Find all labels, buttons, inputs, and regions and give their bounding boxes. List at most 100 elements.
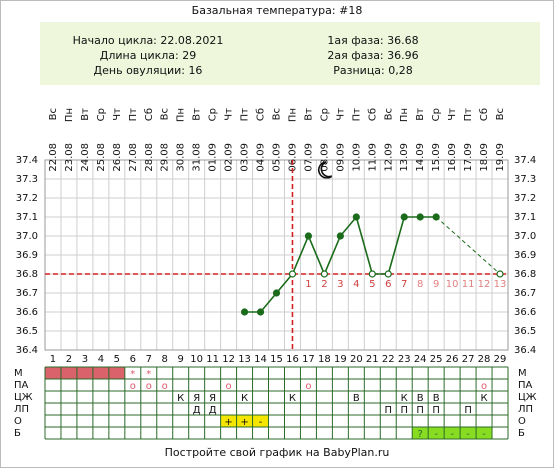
- date-label: 14.09: [415, 143, 426, 172]
- weekday-label: Сб: [256, 108, 267, 121]
- y-tick-label-right: 36.8: [514, 269, 536, 280]
- date-label: 28.08: [144, 143, 155, 172]
- day-number: 24: [414, 354, 427, 365]
- weekday-label: Вт: [303, 108, 314, 121]
- cell-text: о: [146, 381, 152, 392]
- date-label: 22.08: [48, 143, 59, 172]
- phase-day-label: 6: [385, 279, 391, 290]
- cell-text: В: [433, 393, 440, 404]
- info-text: Разница: 0,28: [333, 64, 413, 77]
- y-tick-label: 37.4: [16, 155, 38, 166]
- day-number: 25: [430, 354, 443, 365]
- cell-text: *: [130, 369, 135, 380]
- gap-connector: [435, 216, 501, 275]
- date-label: 19.09: [495, 143, 506, 172]
- date-label: 01.09: [208, 143, 219, 172]
- day-number: 13: [238, 354, 251, 365]
- day-number: 3: [82, 354, 88, 365]
- phase-day-label: 1: [305, 279, 311, 290]
- cell-fill: [476, 427, 493, 439]
- weekday-label: Вс: [272, 108, 283, 120]
- day-number: 2: [66, 354, 72, 365]
- y-tick-label: 37.1: [16, 212, 38, 223]
- temperature-point: [288, 270, 297, 278]
- day-number: 18: [318, 354, 331, 365]
- weekday-label: Сб: [144, 108, 155, 121]
- info-text: День овуляции: 16: [94, 64, 203, 77]
- y-tick-label-right: 36.7: [514, 288, 536, 299]
- cell-text: Я: [209, 393, 216, 404]
- phase-day-label: 7: [401, 279, 407, 290]
- cell-fill: [444, 427, 461, 439]
- weekday-label: Пт: [240, 108, 251, 122]
- y-tick-label: 37.0: [16, 231, 38, 242]
- cell-text: В: [417, 393, 424, 404]
- date-label: 27.08: [128, 143, 139, 172]
- info-text: Длина цикла: 29: [100, 49, 196, 62]
- cell-text: о: [162, 381, 168, 392]
- row-label-right: М: [518, 368, 527, 379]
- weekday-label: Вт: [80, 108, 91, 121]
- day-number: 7: [146, 354, 152, 365]
- cell-text: о: [226, 381, 232, 392]
- weekday-label: Ср: [431, 108, 442, 121]
- weekday-label: Пт: [351, 108, 362, 122]
- phase-day-label: 11: [462, 279, 475, 290]
- phase-day-label: 4: [353, 279, 359, 290]
- cell-fill: [76, 367, 93, 379]
- weekday-label: Чт: [447, 108, 458, 121]
- day-number: 1: [50, 354, 56, 365]
- cell-text: П: [384, 405, 392, 416]
- day-number: 6: [130, 354, 136, 365]
- temperature-point: [384, 270, 392, 278]
- phase-day-label: 5: [369, 279, 375, 290]
- phase-day-label: 13: [494, 279, 507, 290]
- phase-day-label: 8: [417, 279, 423, 290]
- cell-fill: [108, 367, 125, 379]
- day-number: 29: [494, 354, 507, 365]
- weekday-label: Вс: [160, 108, 171, 120]
- row-label: О: [14, 416, 22, 427]
- cell-text: П: [464, 405, 472, 416]
- date-label: 18.09: [479, 143, 490, 172]
- date-label: 12.09: [383, 143, 394, 172]
- cell-text: +: [224, 417, 232, 428]
- weekday-label: Пн: [287, 108, 298, 122]
- date-label: 31.08: [192, 143, 203, 172]
- cell-text: В: [353, 393, 360, 404]
- weekday-label: Пн: [176, 108, 187, 122]
- day-number: 12: [222, 354, 235, 365]
- y-tick-label: 36.4: [16, 345, 38, 356]
- day-number: 11: [206, 354, 219, 365]
- y-tick-label-right: 37.2: [514, 193, 536, 204]
- row-label: Б: [14, 428, 21, 439]
- temperature-point: [496, 270, 504, 278]
- cell-text: -: [434, 429, 438, 440]
- row-label: М: [14, 368, 23, 379]
- row-label-right: ПА: [518, 380, 533, 391]
- cell-text: Я: [193, 393, 200, 404]
- weekday-label: Пн: [399, 108, 410, 122]
- cell-text: о: [305, 381, 311, 392]
- day-number: 21: [366, 354, 379, 365]
- temperature-point: [272, 289, 281, 297]
- info-text: Начало цикла: 22.08.2021: [73, 34, 224, 47]
- day-number: 4: [98, 354, 104, 365]
- cell-fill: [92, 367, 109, 379]
- cell-text: К: [480, 393, 487, 404]
- day-number: 19: [334, 354, 347, 365]
- temperature-point: [240, 308, 249, 316]
- weekday-label: Пт: [128, 108, 139, 122]
- cell-text: о: [130, 381, 136, 392]
- phase-day-label: 12: [478, 279, 491, 290]
- temperature-point: [256, 308, 265, 316]
- date-label: 06.09: [287, 143, 298, 172]
- cell-text: -: [466, 429, 470, 440]
- cell-text: Д: [193, 405, 201, 416]
- row-label: ЛП: [14, 404, 29, 415]
- row-label-right: ЛП: [518, 404, 533, 415]
- temperature-point: [400, 213, 408, 221]
- cell-text: К: [401, 393, 408, 404]
- y-tick-label-right: 37.4: [514, 155, 536, 166]
- day-number: 27: [462, 354, 475, 365]
